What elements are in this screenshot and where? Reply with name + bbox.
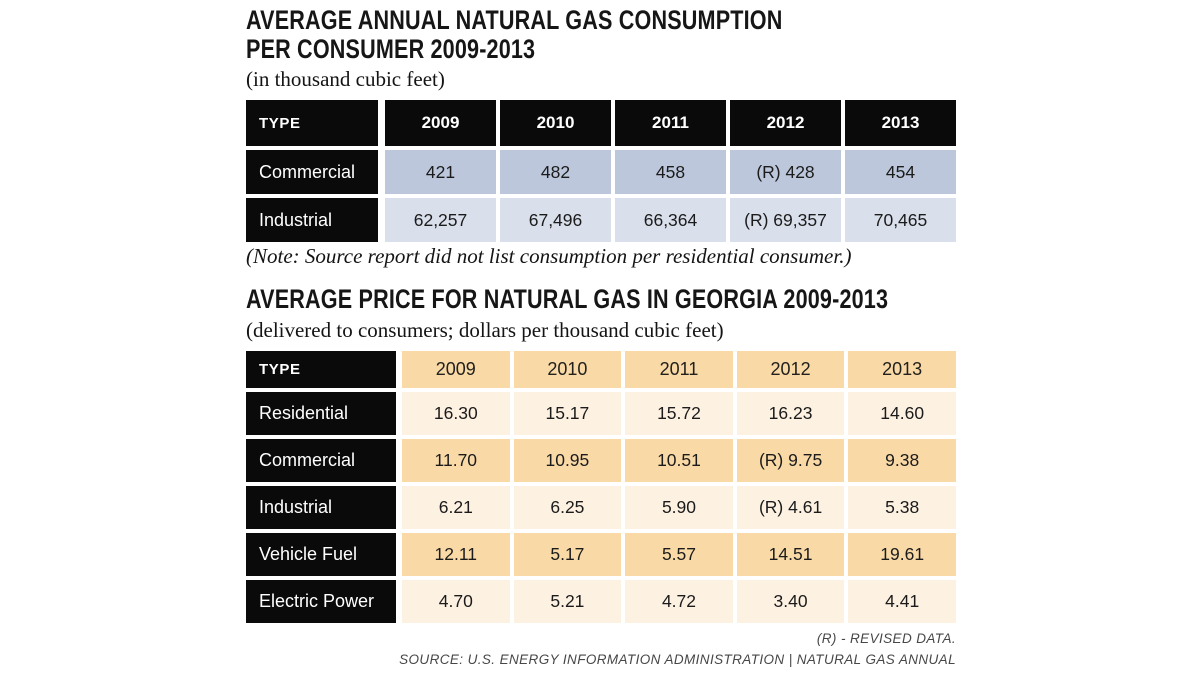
row-label: Residential: [246, 392, 396, 436]
consumption-title-line1: AVERAGE ANNUAL NATURAL GAS CONSUMPTION: [246, 5, 783, 35]
infographic-content: AVERAGE ANNUAL NATURAL GAS CONSUMPTION P…: [246, 6, 956, 668]
value-cell: 70,465: [845, 198, 956, 243]
row-label: Commercial: [246, 439, 396, 483]
price-subtitle: (delivered to consumers; dollars per tho…: [246, 318, 724, 343]
value-cell: 5.57: [625, 533, 733, 577]
value-cell: 3.40: [736, 580, 845, 624]
year-header-cell: 2012: [730, 100, 841, 147]
value-cell: 15.17: [513, 392, 622, 436]
year-header-cell: 2011: [625, 351, 733, 389]
year-header-cells: 2009 2010 2011 2012 2013: [402, 351, 956, 389]
year-header-cells: 2009 2010 2011 2012 2013: [385, 100, 956, 147]
value-cell: 421: [385, 150, 496, 195]
value-cell: 6.21: [402, 486, 510, 530]
value-cell: 62,257: [385, 198, 496, 243]
price-table: TYPE 2009 2010 2011 2012 2013 Residentia…: [246, 351, 956, 624]
row-label: Commercial: [246, 150, 378, 195]
value-cell: 5.21: [513, 580, 622, 624]
price-title: AVERAGE PRICE FOR NATURAL GAS IN GEORGIA…: [246, 284, 889, 315]
value-cell: 10.51: [625, 439, 733, 483]
row-label: Industrial: [246, 198, 378, 243]
value-cell: 16.23: [736, 392, 845, 436]
value-cell: 14.51: [736, 533, 845, 577]
table-row-industrial: Industrial 6.21 6.25 5.90 (R) 4.61 5.38: [246, 486, 956, 530]
value-cell: 5.90: [625, 486, 733, 530]
type-header-cell: TYPE: [246, 351, 396, 389]
value-cell: 4.70: [402, 580, 510, 624]
source-credit: SOURCE: U.S. ENERGY INFORMATION ADMINIST…: [399, 652, 956, 668]
value-cell: 482: [500, 150, 611, 195]
year-header-cell: 2013: [848, 351, 956, 389]
row-value-cells: 62,257 67,496 66,364 (R) 69,357 70,465: [385, 198, 956, 243]
price-title-line: AVERAGE PRICE FOR NATURAL GAS IN GEORGIA…: [246, 284, 889, 315]
table-row-industrial: Industrial 62,257 67,496 66,364 (R) 69,3…: [246, 198, 956, 243]
consumption-title: AVERAGE ANNUAL NATURAL GAS CONSUMPTION P…: [246, 6, 814, 63]
consumption-table: TYPE 2009 2010 2011 2012 2013 Commercial…: [246, 100, 956, 243]
value-cell: 12.11: [402, 533, 510, 577]
row-value-cells: 4.70 5.21 4.72 3.40 4.41: [402, 580, 956, 624]
year-header-cell: 2013: [845, 100, 956, 147]
value-cell: 5.38: [848, 486, 956, 530]
consumption-title-line2: PER CONSUMER 2009-2013: [246, 33, 536, 64]
row-value-cells: 12.11 5.17 5.57 14.51 19.61: [402, 533, 956, 577]
value-cell: 458: [615, 150, 726, 195]
consumption-note: (Note: Source report did not list consum…: [246, 244, 852, 269]
consumption-header-row: TYPE 2009 2010 2011 2012 2013: [246, 100, 956, 147]
year-header-cell: 2009: [402, 351, 510, 389]
price-section: AVERAGE PRICE FOR NATURAL GAS IN GEORGIA…: [246, 285, 956, 668]
value-cell: 4.41: [848, 580, 956, 624]
value-cell: 67,496: [500, 198, 611, 243]
table-row-commercial: Commercial 11.70 10.95 10.51 (R) 9.75 9.…: [246, 439, 956, 483]
year-header-cell: 2010: [500, 100, 611, 147]
price-header-row: TYPE 2009 2010 2011 2012 2013: [246, 351, 956, 389]
value-cell: 15.72: [625, 392, 733, 436]
row-value-cells: 421 482 458 (R) 428 454: [385, 150, 956, 195]
value-cell: (R) 4.61: [736, 486, 845, 530]
row-label: Industrial: [246, 486, 396, 530]
value-cell: 6.25: [513, 486, 622, 530]
value-cell: 14.60: [848, 392, 956, 436]
value-cell: 19.61: [848, 533, 956, 577]
value-cell: 16.30: [402, 392, 510, 436]
value-cell: 11.70: [402, 439, 510, 483]
table-row-residential: Residential 16.30 15.17 15.72 16.23 14.6…: [246, 392, 956, 436]
value-cell: (R) 69,357: [730, 198, 841, 243]
value-cell: 9.38: [848, 439, 956, 483]
value-cell: 66,364: [615, 198, 726, 243]
row-label: Electric Power: [246, 580, 396, 624]
year-header-cell: 2012: [736, 351, 845, 389]
value-cell: 454: [845, 150, 956, 195]
row-value-cells: 16.30 15.17 15.72 16.23 14.60: [402, 392, 956, 436]
value-cell: (R) 9.75: [736, 439, 845, 483]
value-cell: 5.17: [513, 533, 622, 577]
table-row-electric-power: Electric Power 4.70 5.21 4.72 3.40 4.41: [246, 580, 956, 624]
type-header-cell: TYPE: [246, 100, 378, 147]
row-label: Vehicle Fuel: [246, 533, 396, 577]
revised-data-legend: (R) - REVISED DATA.: [816, 631, 956, 647]
table-row-vehicle-fuel: Vehicle Fuel 12.11 5.17 5.57 14.51 19.61: [246, 533, 956, 577]
year-header-cell: 2011: [615, 100, 726, 147]
row-value-cells: 11.70 10.95 10.51 (R) 9.75 9.38: [402, 439, 956, 483]
table-row-commercial: Commercial 421 482 458 (R) 428 454: [246, 150, 956, 195]
value-cell: 4.72: [625, 580, 733, 624]
year-header-cell: 2010: [513, 351, 622, 389]
consumption-subtitle: (in thousand cubic feet): [246, 67, 445, 92]
value-cell: 10.95: [513, 439, 622, 483]
row-value-cells: 6.21 6.25 5.90 (R) 4.61 5.38: [402, 486, 956, 530]
value-cell: (R) 428: [730, 150, 841, 195]
year-header-cell: 2009: [385, 100, 496, 147]
